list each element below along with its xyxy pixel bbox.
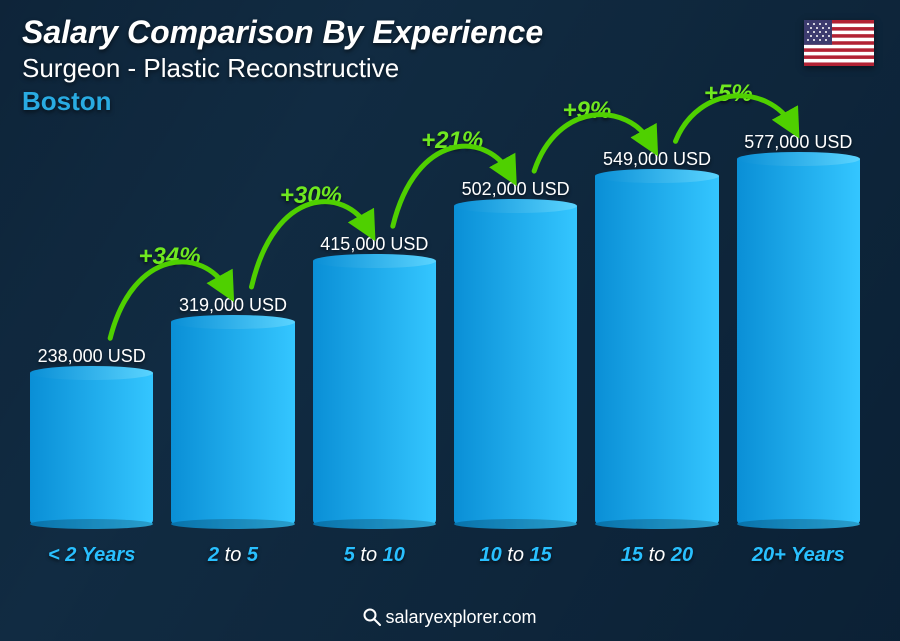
increase-arc: [110, 262, 227, 338]
increase-arc: [252, 202, 369, 287]
chart-location: Boston: [22, 86, 543, 117]
infographic-stage: Salary Comparison By Experience Surgeon …: [0, 0, 900, 641]
header: Salary Comparison By Experience Surgeon …: [22, 14, 543, 117]
search-icon: [363, 608, 381, 631]
chart-title: Salary Comparison By Experience: [22, 14, 543, 51]
increase-arc: [393, 146, 510, 226]
footer-site: salaryexplorer.com: [385, 607, 536, 627]
footer: salaryexplorer.com: [0, 607, 900, 631]
bar-chart: 238,000 USD< 2 Years319,000 USD2 to 5415…: [30, 140, 860, 567]
arc-overlay: [30, 140, 860, 567]
chart-subtitle: Surgeon - Plastic Reconstructive: [22, 53, 543, 84]
flag-icon: [804, 20, 874, 66]
